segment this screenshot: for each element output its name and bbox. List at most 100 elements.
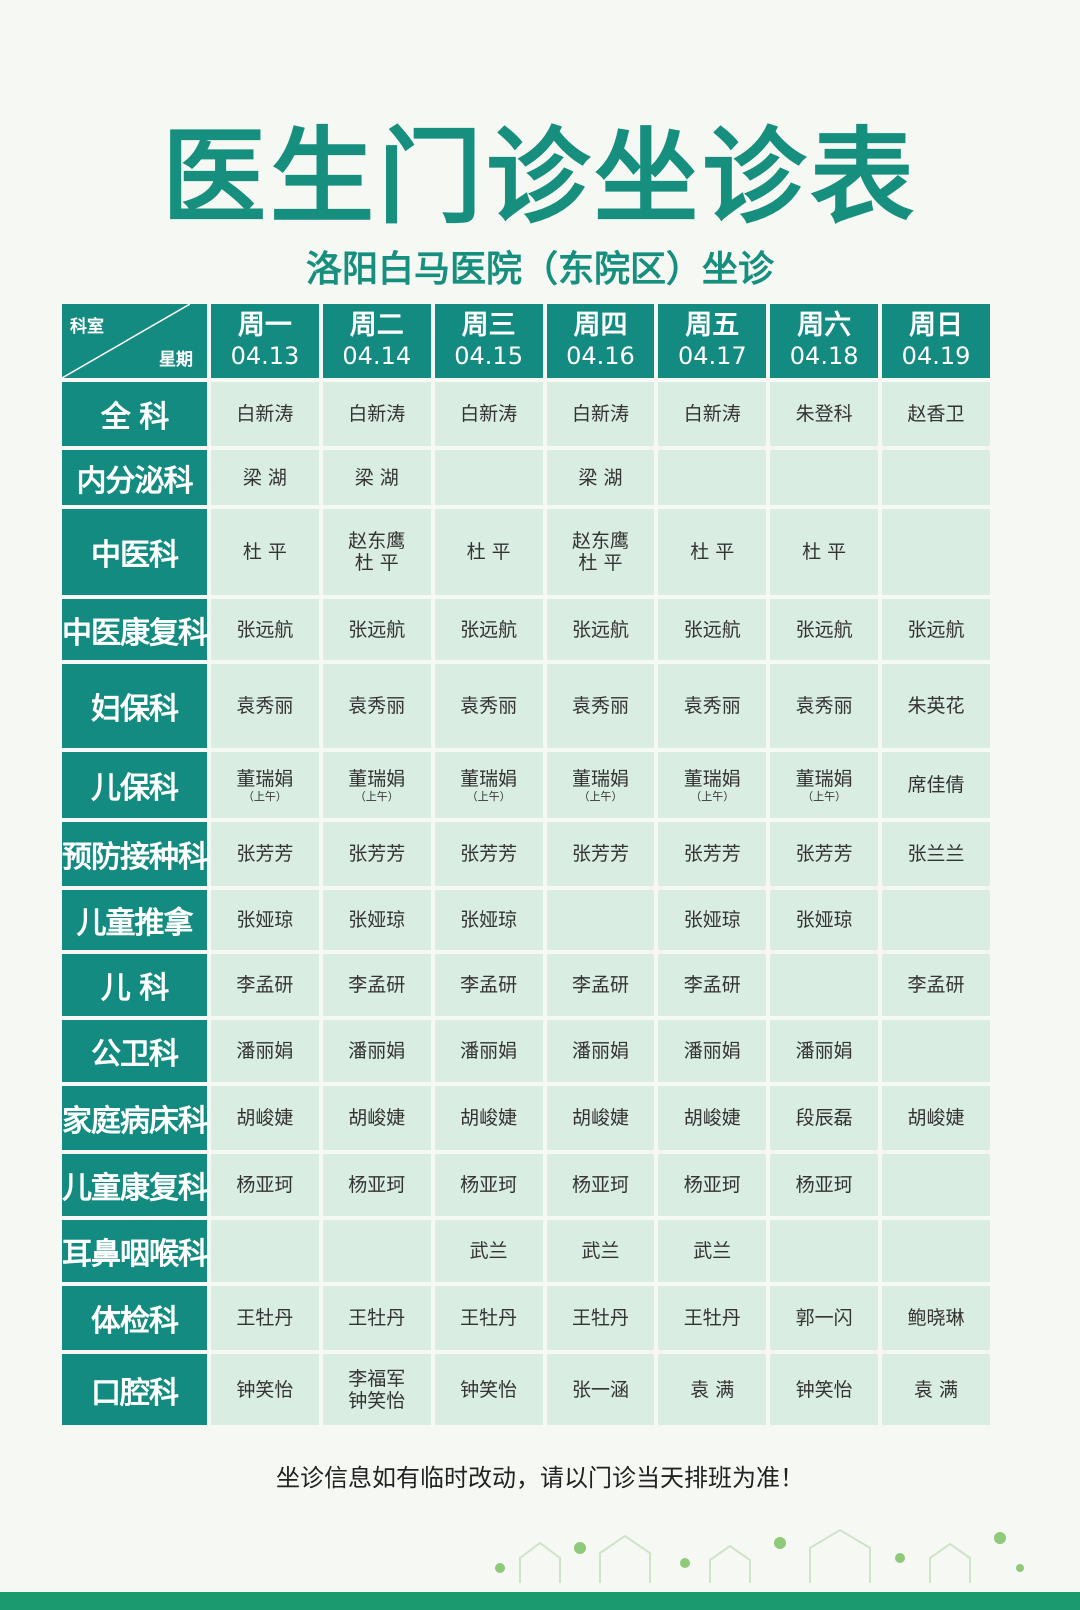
doctor-cell: 梁 湖 [322, 450, 431, 505]
doctor-cell [770, 450, 879, 505]
corner-day-label: 星期 [159, 350, 193, 370]
doctor-cell: 白新涛 [434, 382, 543, 446]
schedule-table: 科室 星期 周一 04.13 周二 04.14 周三 04.15 周四 04.16 周五 04.1… [58, 300, 994, 1429]
doctor-cell: 董瑞娟 （上午） [546, 752, 655, 818]
doctor-cell: 杨亚珂 [658, 1154, 767, 1216]
doctor-cell: 张芳芳 [546, 822, 655, 886]
doctor-cell: 胡峻婕 [434, 1086, 543, 1150]
doctor-cell: 胡峻婕 [211, 1086, 319, 1150]
doctor-cell: 杜 平 [211, 509, 319, 595]
dept-label: 儿童康复科 [62, 1154, 208, 1216]
doctor-cell: 张娅琼 [770, 890, 879, 950]
doctor-cell: 张远航 [546, 599, 655, 660]
doctor-cell: 李孟研 [322, 954, 431, 1016]
dept-label: 家庭病床科 [62, 1086, 208, 1150]
doctor-cell: 白新涛 [322, 382, 431, 446]
dept-label: 口腔科 [62, 1354, 207, 1425]
table-row: 公卫科 潘丽娟 潘丽娟 潘丽娟 潘丽娟 潘丽娟 潘丽娟 [62, 1020, 990, 1082]
dept-label: 内分泌科 [62, 450, 207, 505]
day-header: 周日 04.19 [882, 304, 990, 378]
doctor-cell: 钟笑怡 [770, 1354, 879, 1425]
table-row: 儿 科李孟研 李孟研 李孟研 李孟研 李孟研 李孟研 [62, 954, 990, 1016]
doctor-cell: 张娅琼 [658, 890, 767, 950]
doctor-cell: 张娅琼 [211, 890, 319, 950]
dept-label: 耳鼻咽喉科 [62, 1220, 208, 1282]
day-name: 周四 [573, 310, 628, 341]
doctor-cell: 白新涛 [211, 382, 319, 446]
doctor-cell: 张兰兰 [882, 822, 990, 886]
dept-label: 公卫科 [62, 1020, 207, 1082]
day-header: 周五 04.17 [658, 304, 767, 378]
doctor-cell: 袁秀丽 [434, 664, 543, 748]
day-header: 周四 04.16 [546, 304, 655, 378]
doctor-cell: 张远航 [211, 599, 319, 660]
session-note: （上午） [354, 789, 399, 803]
decorative-houses-vines [495, 1528, 1024, 1583]
doctor-cell: 袁秀丽 [211, 664, 319, 748]
doctor-cell: 潘丽娟 [434, 1020, 543, 1082]
doctor-cell: 白新涛 [546, 382, 655, 446]
doctor-cell: 杨亚珂 [211, 1154, 319, 1216]
doctor-cell: 董瑞娟 （上午） [322, 752, 431, 818]
table-row: 耳鼻咽喉科 武兰 武兰 武兰 [62, 1220, 990, 1282]
doctor-cell [882, 1020, 990, 1082]
table-row: 体检科 王牡丹 王牡丹 王牡丹 王牡丹 王牡丹 郭一闪 鲍晓琳 [62, 1286, 990, 1350]
diagonal-divider [62, 304, 190, 378]
doctor-cell: 胡峻婕 [658, 1086, 767, 1150]
doctor-cell: 梁 湖 [211, 450, 319, 505]
doctor-cell [882, 1220, 990, 1282]
dept-label: 中医康复科 [62, 599, 208, 660]
doctor-cell [211, 1220, 319, 1282]
doctor-cell: 杨亚珂 [434, 1154, 543, 1216]
doctor-cell [770, 1220, 879, 1282]
doctor-cell: 段辰磊 [770, 1086, 879, 1150]
doctor-cell [882, 1154, 990, 1216]
session-note: （上午） [578, 789, 623, 803]
session-note: （上午） [466, 789, 511, 803]
day-date: 04.19 [901, 342, 971, 370]
session-note: （上午） [802, 789, 847, 803]
day-name: 周五 [685, 310, 740, 341]
doctor-cell: 朱登科 [770, 382, 879, 446]
doctor-cell [770, 954, 879, 1016]
day-header: 周三 04.15 [434, 304, 543, 378]
day-name: 周二 [349, 310, 404, 341]
doctor-name: 董瑞娟 [795, 767, 853, 790]
doctor-cell: 李福军 钟笑怡 [322, 1354, 431, 1425]
doctor-cell: 张芳芳 [211, 822, 319, 886]
table-row: 儿保科 董瑞娟 （上午） 董瑞娟 （上午） 董瑞娟 （上午） 董瑞娟 （上午） 董瑞娟 （上午） 董瑞… [62, 752, 990, 818]
doctor-cell: 赵香卫 [882, 382, 990, 446]
doctor-cell: 袁秀丽 [770, 664, 879, 748]
day-name: 周一 [237, 310, 292, 341]
doctor-cell: 袁秀丽 [322, 664, 431, 748]
doctor-cell: 朱英花 [882, 664, 990, 748]
doctor-cell: 董瑞娟 （上午） [770, 752, 879, 818]
day-date: 04.14 [342, 342, 412, 370]
doctor-cell: 鲍晓琳 [882, 1286, 990, 1350]
doctor-cell: 潘丽娟 [546, 1020, 655, 1082]
table-row: 全 科白新涛 白新涛 白新涛 白新涛 白新涛 朱登科 赵香卫 [62, 382, 990, 446]
doctor-cell: 张远航 [322, 599, 431, 660]
doctor-cell: 袁秀丽 [658, 664, 767, 748]
day-date: 04.18 [789, 342, 859, 370]
day-name: 周日 [909, 310, 964, 341]
doctor-cell: 李孟研 [882, 954, 990, 1016]
doctor-cell: 钟笑怡 [434, 1354, 543, 1425]
doctor-cell: 李孟研 [211, 954, 319, 1016]
doctor-cell: 杜 平 [770, 509, 879, 595]
corner-dept-label: 科室 [70, 317, 104, 337]
dept-label: 儿童推拿 [62, 890, 207, 950]
doctor-cell: 白新涛 [658, 382, 767, 446]
footer-note: 坐诊信息如有临时改动，请以门诊当天排班为准！ [276, 1464, 804, 1492]
doctor-cell: 梁 湖 [546, 450, 655, 505]
doctor-cell: 李孟研 [434, 954, 543, 1016]
doctor-cell: 郭一闪 [770, 1286, 879, 1350]
doctor-cell: 武兰 [434, 1220, 543, 1282]
table-row: 中医康复科 张远航 张远航 张远航 张远航 张远航 张远航 张远航 [62, 599, 990, 660]
dept-label: 儿 科 [62, 954, 207, 1016]
table-row: 儿童康复科 杨亚珂 杨亚珂 杨亚珂 杨亚珂 杨亚珂 杨亚珂 [62, 1154, 990, 1216]
doctor-cell: 董瑞娟 （上午） [211, 752, 319, 818]
day-name: 周三 [461, 310, 516, 341]
table-row: 内分泌科梁 湖梁 湖梁 湖 [62, 450, 990, 505]
dept-label: 儿保科 [62, 752, 207, 818]
